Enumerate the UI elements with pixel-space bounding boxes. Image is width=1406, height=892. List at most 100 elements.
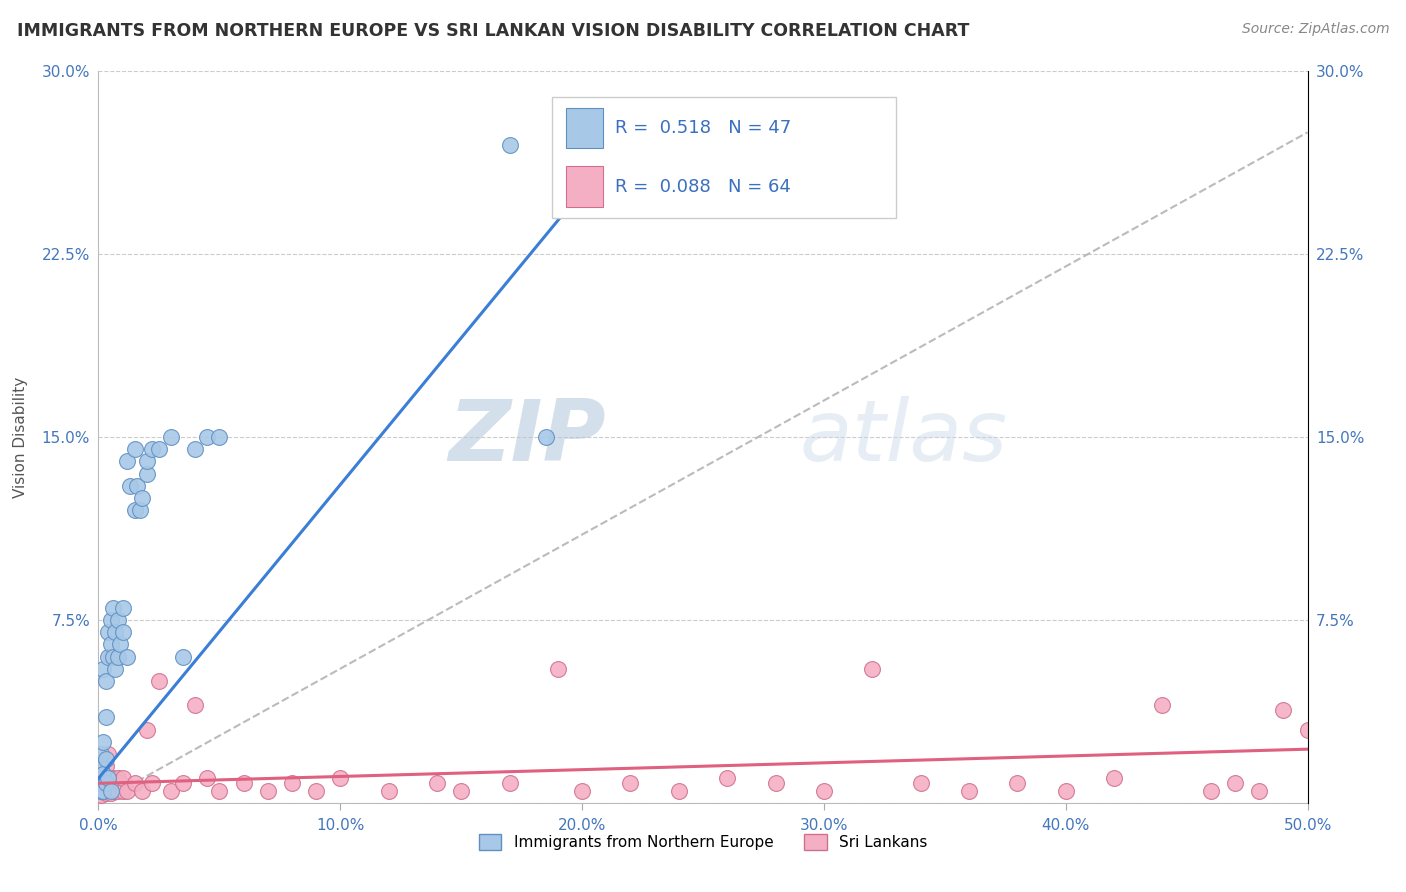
- Point: [160, 430, 183, 444]
- Point: [91, 776, 114, 790]
- Point: [97, 783, 120, 797]
- Point: [498, 776, 520, 790]
- Point: [94, 776, 117, 790]
- Point: [305, 783, 328, 797]
- Point: [148, 673, 170, 688]
- Point: [111, 625, 134, 640]
- Point: [1199, 783, 1222, 797]
- Text: Source: ZipAtlas.com: Source: ZipAtlas.com: [1241, 22, 1389, 37]
- FancyBboxPatch shape: [551, 97, 897, 218]
- Point: [100, 776, 122, 790]
- Point: [534, 430, 557, 444]
- Point: [195, 430, 218, 444]
- Point: [571, 783, 593, 797]
- Point: [148, 442, 170, 457]
- Point: [97, 772, 120, 786]
- Point: [111, 772, 134, 786]
- Point: [124, 442, 146, 457]
- Point: [131, 783, 153, 797]
- Point: [957, 783, 980, 797]
- Point: [208, 783, 231, 797]
- Point: [94, 786, 117, 800]
- Point: [90, 776, 112, 790]
- Point: [117, 454, 139, 468]
- Point: [208, 430, 231, 444]
- Y-axis label: Vision Disability: Vision Disability: [13, 376, 28, 498]
- Point: [91, 783, 114, 797]
- Point: [668, 783, 690, 797]
- Point: [716, 772, 738, 786]
- Point: [1249, 783, 1271, 797]
- Point: [94, 759, 117, 773]
- Point: [107, 613, 129, 627]
- Point: [1152, 698, 1174, 713]
- Legend: Immigrants from Northern Europe, Sri Lankans: Immigrants from Northern Europe, Sri Lan…: [478, 834, 928, 850]
- Point: [91, 766, 114, 780]
- Text: atlas: atlas: [800, 395, 1008, 479]
- Point: [100, 613, 122, 627]
- Point: [91, 662, 114, 676]
- Text: R =  0.088   N = 64: R = 0.088 N = 64: [614, 178, 790, 195]
- Point: [91, 772, 114, 786]
- Point: [127, 479, 149, 493]
- Point: [90, 747, 112, 761]
- Text: R =  0.518   N = 47: R = 0.518 N = 47: [614, 119, 792, 137]
- Point: [90, 759, 112, 773]
- Point: [135, 454, 157, 468]
- FancyBboxPatch shape: [567, 108, 603, 148]
- Point: [100, 637, 122, 651]
- Point: [101, 600, 124, 615]
- Point: [89, 783, 111, 797]
- Point: [765, 776, 787, 790]
- Point: [450, 783, 472, 797]
- Point: [1223, 776, 1246, 790]
- Point: [97, 625, 120, 640]
- Point: [100, 649, 122, 664]
- Point: [172, 776, 194, 790]
- Point: [104, 625, 127, 640]
- Point: [1296, 723, 1319, 737]
- Point: [1007, 776, 1029, 790]
- Point: [107, 772, 129, 786]
- Point: [813, 783, 835, 797]
- Point: [131, 491, 153, 505]
- Point: [195, 772, 218, 786]
- Point: [117, 783, 139, 797]
- Point: [104, 776, 127, 790]
- Point: [135, 467, 157, 481]
- Point: [547, 662, 569, 676]
- Point: [111, 600, 134, 615]
- Point: [1272, 703, 1295, 717]
- Point: [329, 772, 352, 786]
- Text: ZIP: ZIP: [449, 395, 606, 479]
- Point: [107, 783, 129, 797]
- Point: [281, 776, 304, 790]
- Point: [104, 783, 127, 797]
- Point: [184, 698, 207, 713]
- Point: [94, 710, 117, 724]
- Point: [100, 783, 122, 797]
- Point: [124, 503, 146, 517]
- Point: [91, 783, 114, 797]
- Text: IMMIGRANTS FROM NORTHERN EUROPE VS SRI LANKAN VISION DISABILITY CORRELATION CHAR: IMMIGRANTS FROM NORTHERN EUROPE VS SRI L…: [17, 22, 969, 40]
- Point: [101, 772, 124, 786]
- Point: [256, 783, 278, 797]
- Point: [108, 637, 131, 651]
- Point: [111, 783, 134, 797]
- Point: [117, 649, 139, 664]
- Point: [97, 772, 120, 786]
- Point: [172, 649, 194, 664]
- Point: [619, 776, 641, 790]
- Point: [498, 137, 520, 152]
- Point: [101, 649, 124, 664]
- Point: [101, 783, 124, 797]
- Point: [160, 783, 183, 797]
- Point: [232, 776, 254, 790]
- Point: [89, 783, 111, 797]
- Point: [377, 783, 399, 797]
- Point: [141, 442, 163, 457]
- Point: [91, 735, 114, 749]
- Point: [1102, 772, 1125, 786]
- Point: [100, 786, 122, 800]
- Point: [97, 649, 120, 664]
